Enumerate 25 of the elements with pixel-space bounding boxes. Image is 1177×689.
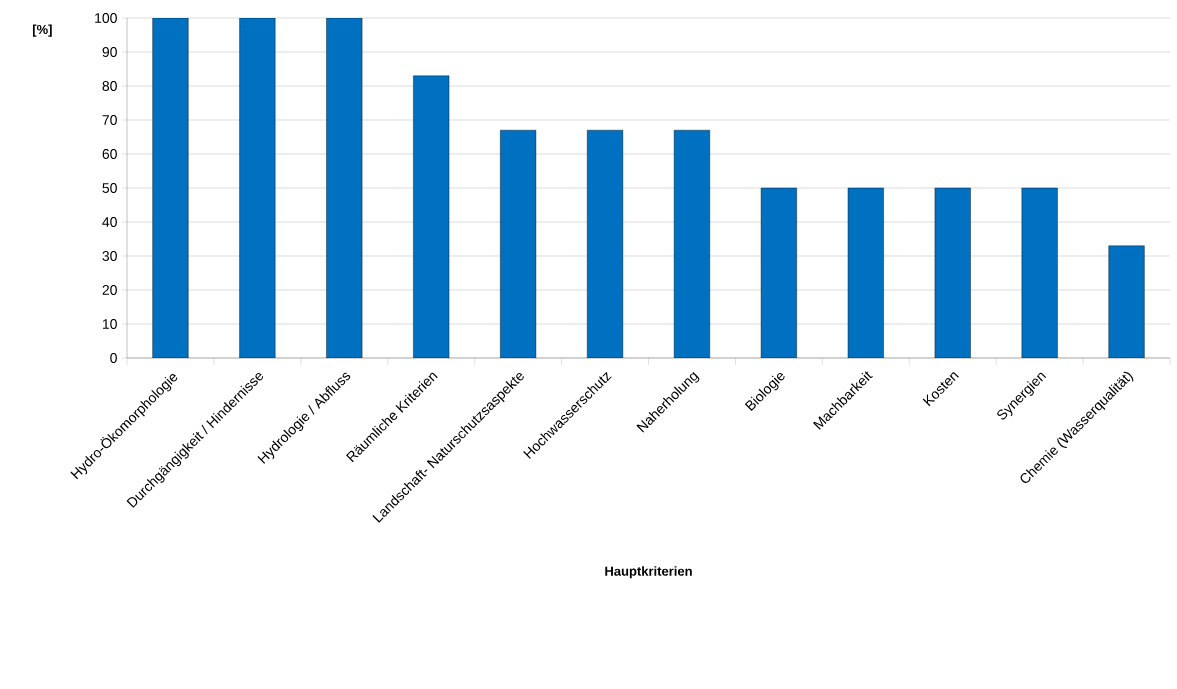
- bar: [500, 130, 537, 358]
- y-tick-label: 50: [102, 183, 117, 193]
- y-tick-label: 30: [102, 251, 117, 261]
- y-tick-label: 20: [102, 285, 117, 295]
- y-tick-label: 0: [110, 353, 117, 363]
- bar: [152, 17, 189, 358]
- y-tick-label: 90: [102, 47, 117, 57]
- bar: [847, 187, 884, 358]
- bar: [673, 130, 710, 358]
- y-tick-label: 40: [102, 217, 117, 227]
- y-tick-label: 60: [102, 149, 117, 159]
- bar: [239, 17, 276, 358]
- bar: [326, 17, 363, 358]
- x-axis-title: Hauptkriterien: [605, 566, 692, 579]
- y-tick-label: 100: [95, 13, 117, 23]
- bar: [587, 130, 624, 358]
- bar: [1021, 187, 1058, 358]
- bar: [934, 187, 971, 358]
- y-tick-label: 70: [102, 115, 117, 125]
- bar: [413, 75, 450, 358]
- bar: [760, 187, 797, 358]
- y-tick-label: 80: [102, 81, 117, 91]
- y-tick-label: 10: [102, 319, 117, 329]
- y-axis-title: [%]: [32, 24, 52, 37]
- bar: [1108, 245, 1145, 358]
